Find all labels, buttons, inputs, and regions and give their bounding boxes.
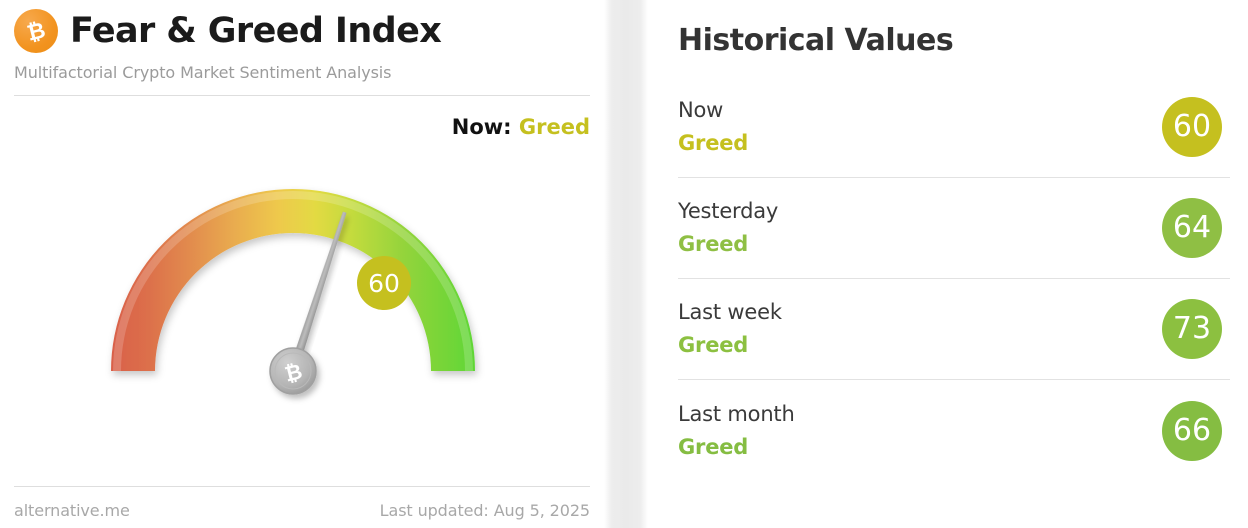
- gauge-needle: [288, 211, 347, 373]
- history-title: Historical Values: [678, 23, 954, 58]
- history-value-badge: 73: [1162, 299, 1222, 359]
- last-updated-label: Last updated: Aug 5, 2025: [379, 501, 590, 520]
- history-period: Now: [678, 98, 724, 122]
- svg-text:₿: ₿: [25, 18, 48, 46]
- gauge-panel: ₿ Fear & Greed Index Multifactorial Cryp…: [0, 0, 604, 528]
- now-label: Now:: [451, 115, 512, 139]
- list-item[interactable]: Last month Greed 66: [678, 380, 1230, 481]
- history-period: Last month: [678, 401, 795, 426]
- historical-values-panel: Historical Values Now Greed 60 Yesterday…: [648, 0, 1248, 528]
- history-value-badge: 64: [1162, 198, 1222, 258]
- page-subtitle: Multifactorial Crypto Market Sentiment A…: [14, 63, 392, 82]
- history-classification: Greed: [678, 333, 749, 357]
- source-label: alternative.me: [14, 501, 130, 520]
- history-value-badge: 60: [1162, 97, 1222, 157]
- title-row: ₿ Fear & Greed Index: [14, 4, 590, 58]
- list-item[interactable]: Last week Greed 73: [678, 279, 1230, 380]
- header-divider: [14, 95, 590, 96]
- panel-footer: alternative.me Last updated: Aug 5, 2025: [14, 486, 590, 520]
- bitcoin-icon: ₿: [14, 9, 58, 53]
- footer-divider: [14, 486, 590, 487]
- panel-divider: [604, 0, 648, 528]
- history-list: Now Greed 60 Yesterday Greed 64 Last wee…: [678, 77, 1230, 481]
- history-classification: Greed: [678, 434, 749, 459]
- page-title: Fear & Greed Index: [70, 10, 442, 51]
- gauge-value-badge: 60: [357, 256, 411, 310]
- history-classification: Greed: [678, 232, 749, 256]
- panel-header: ₿ Fear & Greed Index Multifactorial Cryp…: [14, 4, 590, 96]
- now-status: Now: Greed: [452, 117, 590, 138]
- gauge-arc: [111, 189, 475, 371]
- history-period: Yesterday: [678, 199, 779, 223]
- gauge-chart: ₿ 60: [0, 120, 604, 470]
- list-item[interactable]: Yesterday Greed 64: [678, 178, 1230, 279]
- history-period: Last week: [678, 300, 782, 324]
- history-value-badge: 66: [1162, 400, 1222, 461]
- list-item[interactable]: Now Greed 60: [678, 77, 1230, 178]
- svg-text:₿: ₿: [282, 359, 304, 386]
- gauge-hub: ₿: [269, 347, 317, 395]
- now-classification: Greed: [518, 115, 590, 139]
- history-classification: Greed: [678, 131, 749, 155]
